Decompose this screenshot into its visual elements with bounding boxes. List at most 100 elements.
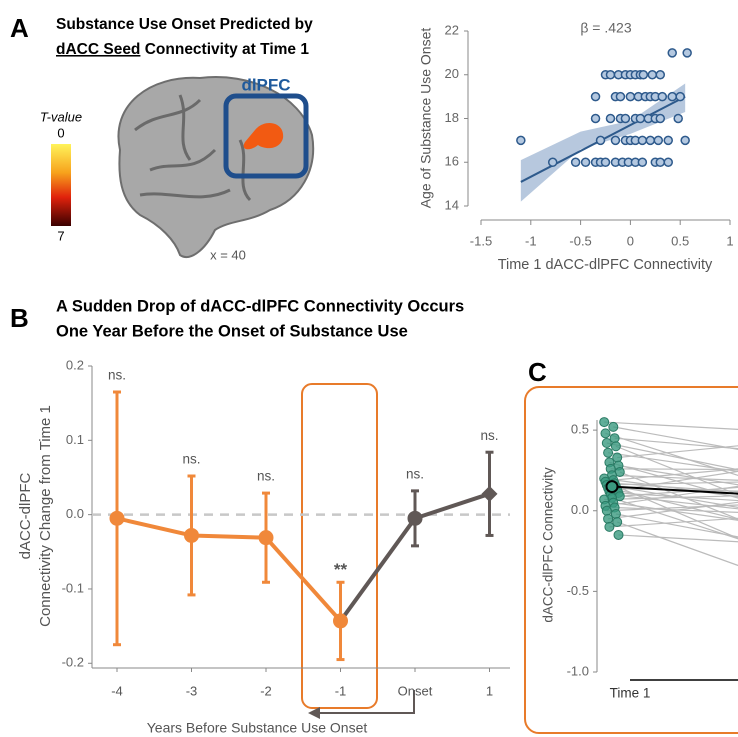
y-axis-label: dACC-dlPFC	[17, 472, 34, 559]
line-segment	[116, 516, 192, 538]
x-tick-label: 1	[726, 233, 733, 248]
subject-line	[611, 474, 738, 481]
point	[333, 613, 348, 629]
line-segment	[338, 517, 417, 623]
panel-title: One Year Before the Onset of Substance U…	[56, 322, 408, 340]
y-tick-label: 0.2	[66, 357, 84, 372]
subject-line	[604, 421, 738, 430]
point	[109, 510, 125, 526]
line-segment	[191, 533, 267, 540]
point	[615, 91, 626, 102]
x-tick-label: 0	[627, 233, 634, 248]
arrow	[318, 690, 415, 714]
y-tick-label: -0.5	[567, 583, 589, 598]
point	[516, 135, 526, 146]
subject-line	[619, 486, 738, 497]
title-underlined: dACC Seed	[56, 41, 140, 58]
y-axis-label: dACC-dlPFC Connectivity	[541, 467, 556, 623]
subject-line	[609, 517, 738, 528]
subject-line	[618, 465, 738, 486]
point	[655, 113, 666, 124]
panel-frame	[524, 386, 738, 734]
subject-line	[614, 506, 738, 514]
y-tick-label: 0.0	[66, 506, 84, 521]
x-axis-label: Years Before Substance Use Onset	[147, 720, 368, 736]
x-tick-label: 0.5	[671, 233, 689, 248]
x-tick-label: -3	[186, 683, 198, 698]
y-tick-label: 0.0	[571, 502, 589, 517]
panel-label: A	[10, 13, 29, 43]
point	[603, 513, 614, 524]
point	[547, 157, 558, 167]
line-segment	[264, 536, 342, 623]
subject-line	[604, 495, 738, 501]
point	[610, 441, 621, 452]
mean-point	[605, 480, 619, 494]
annotation: β = .423	[580, 20, 631, 36]
colorbar-tick: 7	[57, 228, 64, 243]
colorbar-tick: 0	[57, 125, 64, 140]
colorbar	[51, 144, 71, 226]
panel-label: B	[10, 303, 29, 333]
colorbar-title: T-value	[40, 109, 82, 124]
significance-label: **	[334, 560, 348, 579]
subject-line	[610, 468, 738, 471]
point	[608, 421, 619, 432]
point	[637, 135, 648, 146]
point	[601, 505, 612, 516]
point	[637, 157, 648, 167]
point	[667, 48, 677, 58]
point	[570, 157, 581, 167]
point	[653, 135, 664, 146]
subject-line	[616, 521, 738, 567]
subject-line	[608, 501, 738, 520]
line-segment	[414, 491, 491, 521]
point	[620, 113, 631, 124]
x-tick-label: 1	[486, 683, 493, 698]
subject-line	[615, 445, 738, 496]
x-tick-label: -1.5	[470, 233, 492, 248]
y-tick-label: 20	[445, 66, 459, 81]
slice-label: x = 40	[210, 247, 246, 262]
point	[667, 91, 677, 102]
point	[580, 157, 591, 167]
point	[613, 529, 624, 540]
subject-line	[604, 477, 738, 498]
y-tick-label: 22	[445, 22, 459, 37]
point	[655, 70, 666, 80]
y-tick-label: -1.0	[567, 663, 589, 678]
subject-line	[618, 534, 738, 543]
subject-line	[605, 485, 738, 507]
point	[610, 135, 621, 146]
point	[655, 157, 666, 167]
point	[673, 113, 683, 124]
subject-line	[606, 442, 738, 471]
point	[184, 527, 199, 543]
x-tick-label: -1	[335, 683, 347, 698]
point	[590, 113, 601, 124]
point	[600, 157, 611, 167]
x-tick-label: Onset	[398, 683, 433, 698]
point	[599, 417, 610, 428]
point	[680, 135, 690, 146]
subject-line	[613, 468, 738, 481]
significance-label: ns.	[182, 452, 200, 467]
point	[407, 510, 423, 526]
y-tick-label: -0.1	[62, 580, 84, 595]
panel-title: A Sudden Drop of dACC-dlPFC Connectivity…	[56, 297, 464, 315]
point	[612, 517, 623, 528]
title-rest: Connectivity at Time 1	[145, 41, 310, 58]
panel-title: dACC Seed Connectivity at Time 1	[56, 41, 309, 58]
point	[604, 521, 615, 532]
y-tick-label: 0.1	[66, 432, 84, 447]
subject-line	[611, 497, 738, 540]
y-tick-label: 0.5	[571, 422, 589, 437]
subject-line	[615, 485, 738, 508]
y-tick-label: 14	[445, 197, 459, 212]
point	[603, 447, 614, 458]
panel-label: C	[528, 357, 547, 387]
highlight-box	[301, 383, 378, 709]
subject-line	[608, 452, 738, 472]
region-label: dlPFC	[241, 75, 290, 94]
brain-image	[117, 76, 315, 258]
